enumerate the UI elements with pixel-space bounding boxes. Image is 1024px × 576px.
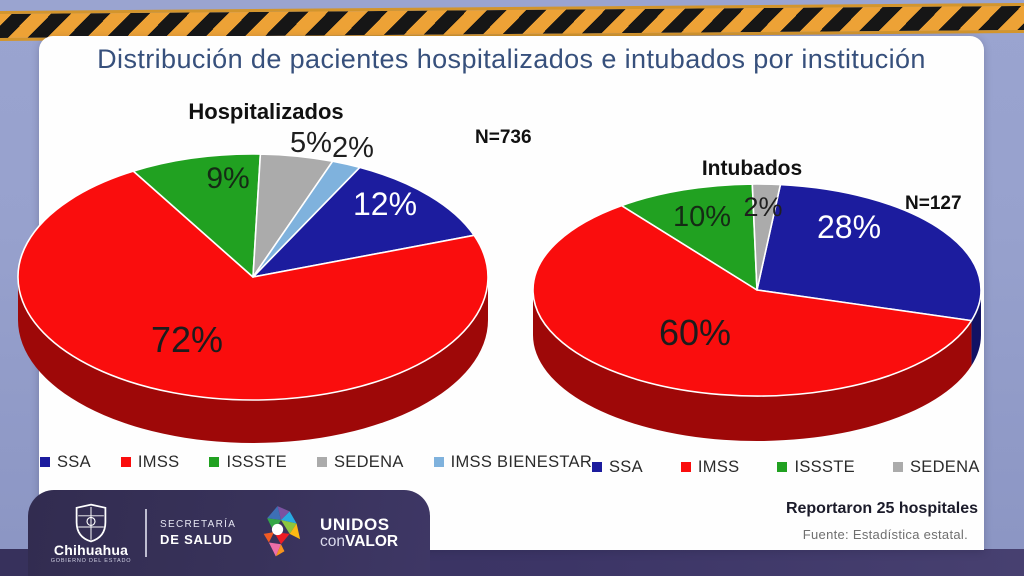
pie-slice <box>132 153 262 278</box>
legend-swatch <box>892 462 903 472</box>
pie-percent-label: 2% <box>332 132 374 164</box>
pie-slice <box>751 183 782 291</box>
legend-item-ssa: SSA <box>40 453 91 472</box>
pie-percent-label: 72% <box>151 319 223 360</box>
pie-slice <box>756 183 982 322</box>
chart-title-intubados: Intubados <box>701 157 803 180</box>
pie-slice <box>532 204 973 397</box>
legend-item-sedena: SEDENA <box>316 452 404 472</box>
chart-title-hospitalizados: Hospitalizados <box>188 99 344 124</box>
pie-slice <box>252 166 475 278</box>
pie-slice-wall <box>533 290 972 441</box>
legend-swatch <box>120 457 131 467</box>
pie-slice <box>252 160 361 278</box>
brand-line1: UNIDOS <box>320 515 390 534</box>
pie-slice-wall <box>971 290 981 366</box>
legend-label: ISSSTE <box>226 452 287 471</box>
unidos-con-valor-logo-text: UNIDOS conVALOR <box>320 516 398 550</box>
legend-swatch <box>40 457 50 467</box>
reported-hospitals-note: Reportaron 25 hospitales <box>785 500 978 517</box>
ministry-line2: DE SALUD <box>160 532 233 547</box>
legend-swatch <box>777 462 788 472</box>
legend-swatch <box>316 457 327 467</box>
pie-percent-label: 5% <box>290 127 332 159</box>
brand-line2: conVALOR <box>320 533 398 550</box>
legend-swatch <box>592 462 602 472</box>
ministry-line1: SECRETARÍA <box>160 519 237 530</box>
legend-label: SSA <box>57 452 91 471</box>
state-subtitle: GOBIERNO DEL ESTADO <box>50 557 132 564</box>
brand-con: con <box>320 533 345 550</box>
chihuahua-state-map-icon <box>263 506 301 557</box>
pie-percent-label: 28% <box>817 209 881 245</box>
pie-slice <box>17 170 489 401</box>
legend-label: SEDENA <box>909 457 980 476</box>
legend-item-ssa: SSA <box>592 458 643 477</box>
legend-intubados: SSA IMSS ISSSTE SEDENA <box>592 455 980 479</box>
legend-swatch <box>680 462 691 472</box>
legend-item-issste: ISSSTE <box>777 458 855 477</box>
source-note: Fuente: Estadística estatal. <box>802 527 968 542</box>
legend-label: SEDENA <box>333 452 404 471</box>
pie-slice <box>620 183 758 291</box>
legend-hospitalizados: SSA IMSS ISSSTE SEDENA IMSS BIENESTAR <box>40 450 592 474</box>
footer-divider <box>145 509 147 557</box>
legend-item-issste: ISSSTE <box>209 453 287 472</box>
sample-size-intubados: N=127 <box>905 193 962 214</box>
sample-size-hospitalizados: N=736 <box>475 127 532 148</box>
slide-title: Distribución de pacientes hospitalizados… <box>97 44 926 74</box>
pie-slice-wall <box>18 277 488 443</box>
legend-swatch <box>433 457 444 467</box>
legend-label: ISSSTE <box>794 457 855 476</box>
pie-percent-label: 60% <box>659 312 731 353</box>
legend-label: IMSS <box>137 452 180 471</box>
chihuahua-government-logo: Chihuahua GOBIERNO DEL ESTADO <box>50 503 132 564</box>
chihuahua-shield-icon <box>75 503 107 542</box>
legend-item-sedena: SEDENA <box>892 457 980 477</box>
legend-label: SSA <box>609 457 643 476</box>
pie-percent-label: 12% <box>353 186 417 222</box>
state-name: Chihuahua <box>53 541 129 558</box>
footer-logo-bar: Chihuahua GOBIERNO DEL ESTADO SECRETARÍA… <box>28 490 430 576</box>
pie-percent-label: 2% <box>743 192 782 222</box>
pie-percent-label: 10% <box>673 201 731 233</box>
brand-valor: VALOR <box>345 533 399 550</box>
legend-label: IMSS BIENESTAR <box>450 452 593 471</box>
legend-item-imss: IMSS <box>120 452 180 472</box>
legend-swatch <box>209 457 220 467</box>
health-ministry-logo-text: SECRETARÍA DE SALUD <box>160 519 242 547</box>
legend-item-imss-bienestar: IMSS BIENESTAR <box>433 452 593 472</box>
pie-percent-label: 9% <box>206 162 249 195</box>
legend-label: IMSS <box>697 457 740 476</box>
legend-item-imss: IMSS <box>680 457 740 477</box>
